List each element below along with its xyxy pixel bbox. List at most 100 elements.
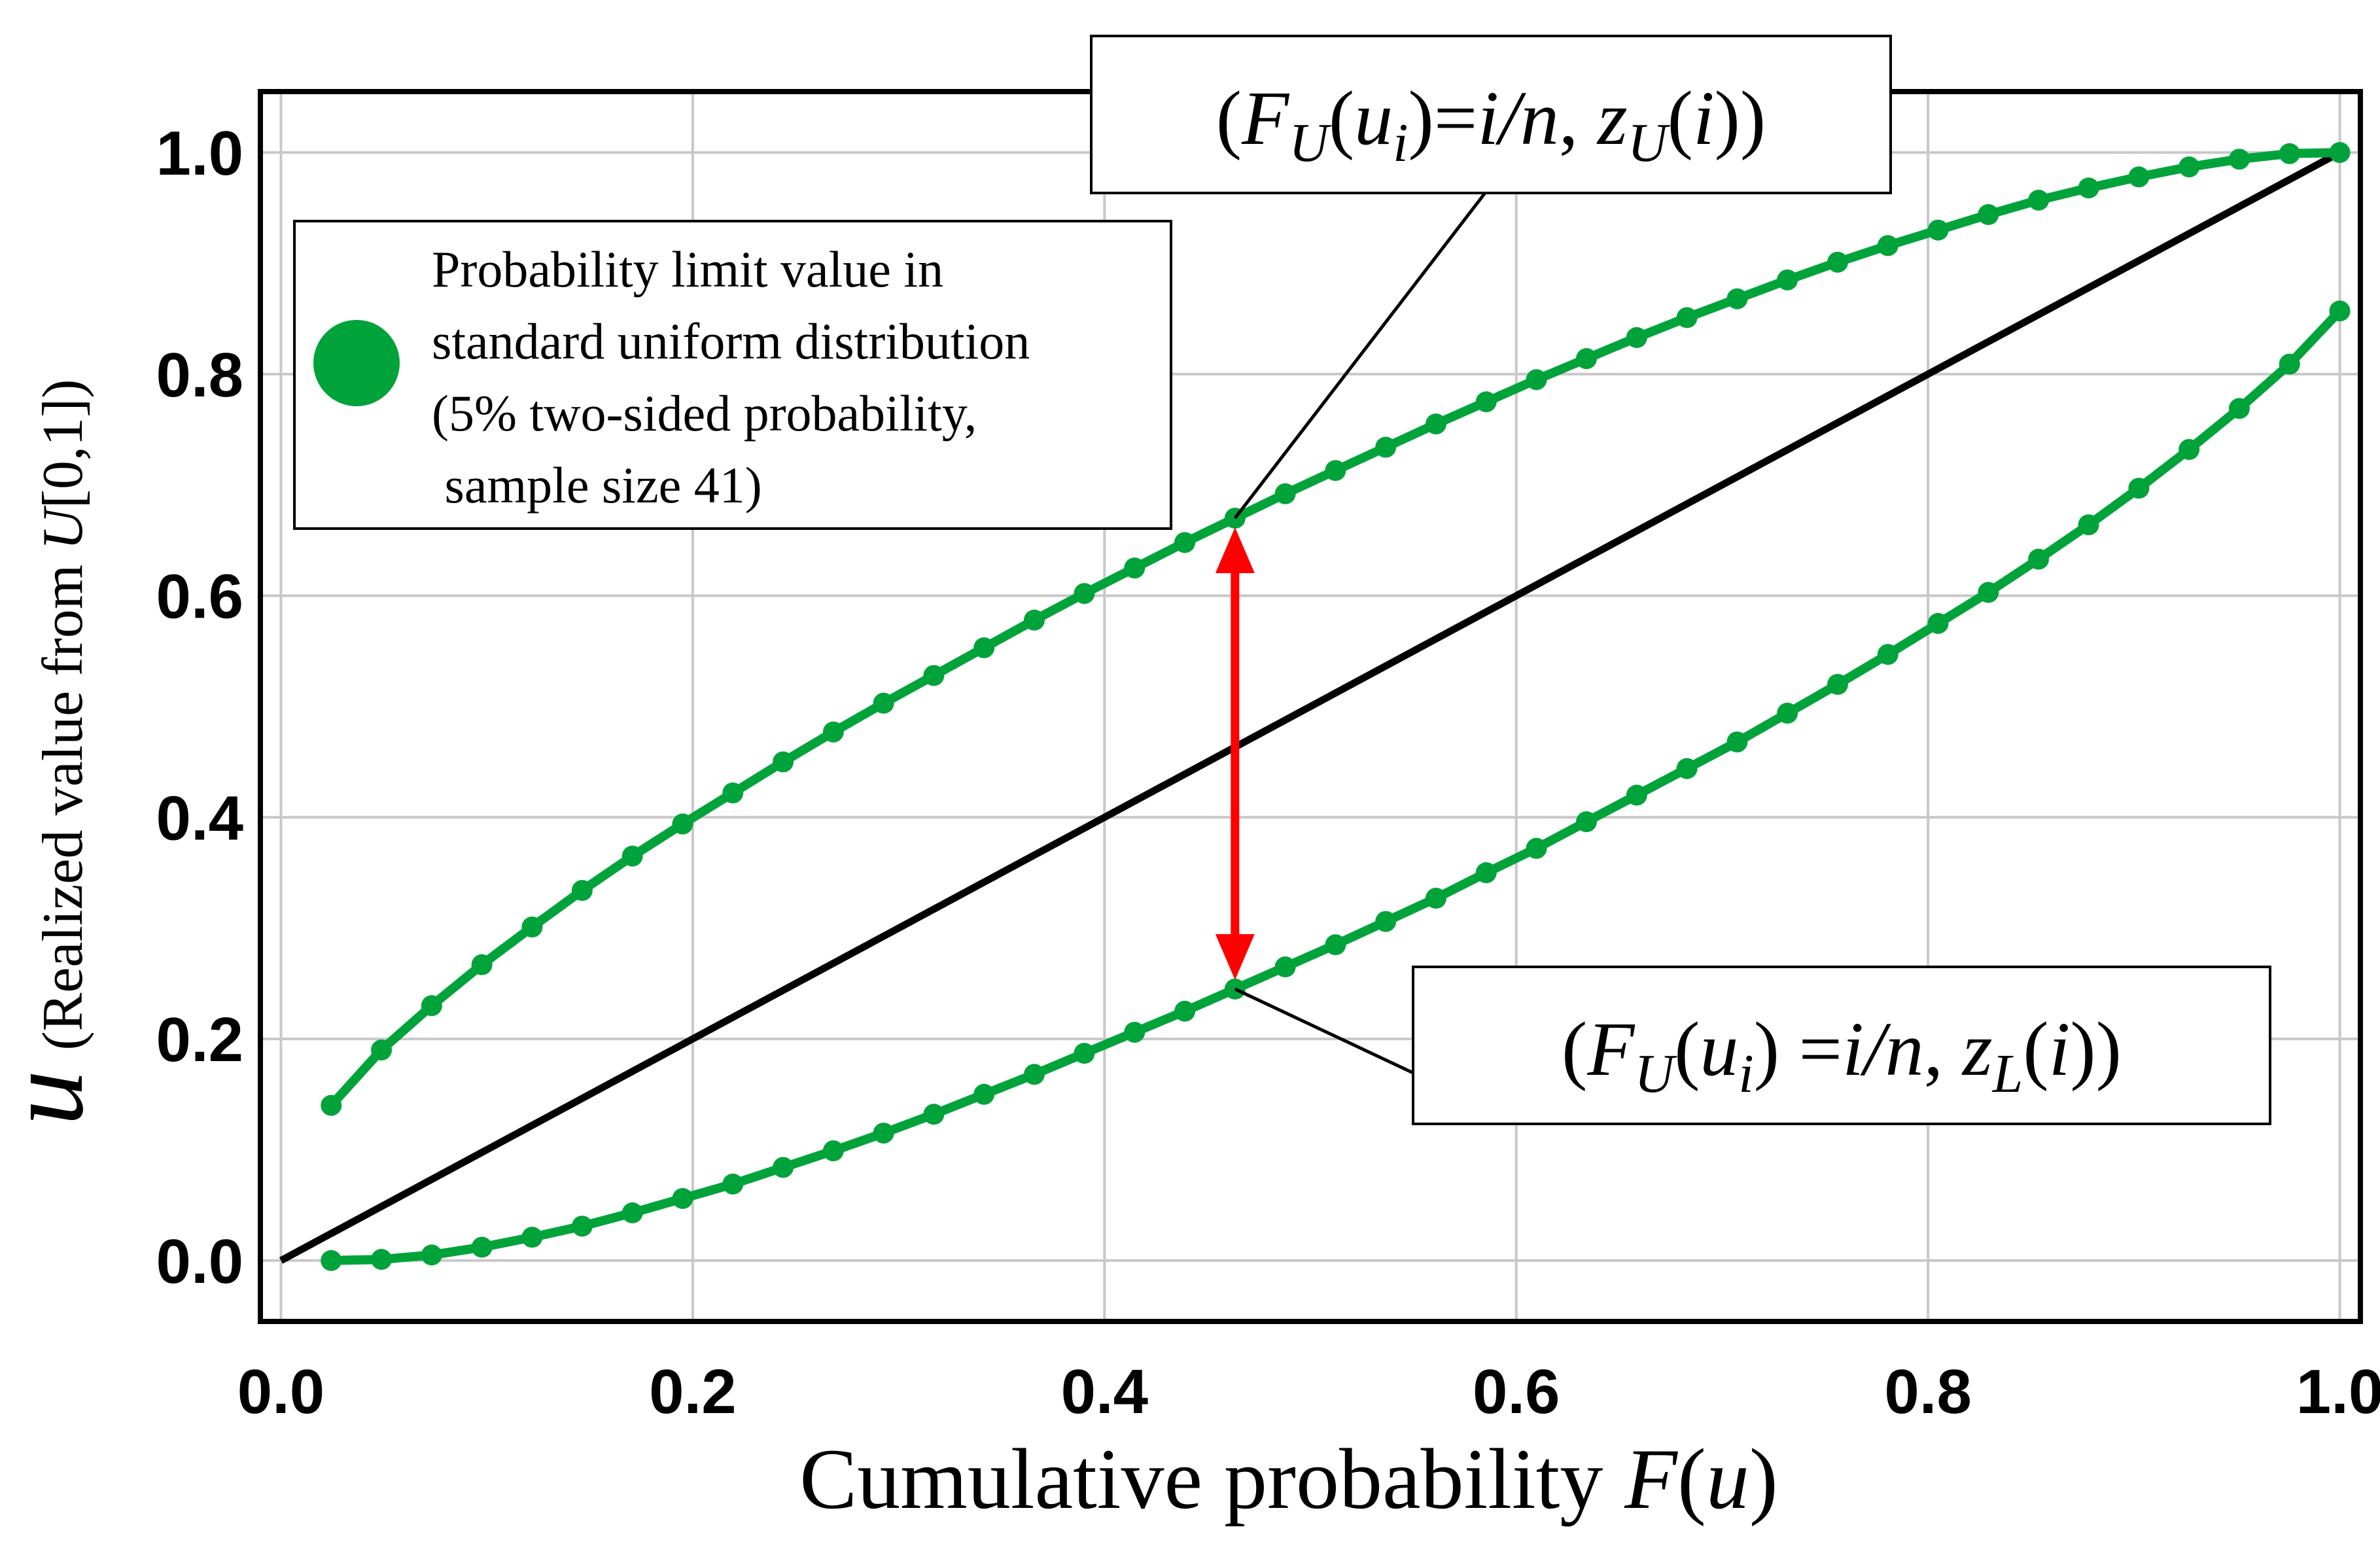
legend-marker [313,320,400,406]
x-axis-label: Cumulative probability F(u) [799,1431,1778,1527]
lower-limit-point [1978,582,1999,603]
upper-limit-point [1274,483,1296,504]
lower-limit-point [1325,934,1346,956]
upper-limit-point [421,995,442,1017]
lower-limit-point [1576,811,1598,833]
upper-limit-point [1877,235,1899,256]
upper-limit-point [2279,143,2300,164]
upper-limit-point [1124,557,1146,579]
lower-limit-point [2179,439,2200,461]
upper-limit-point [1827,251,1848,273]
lower-limit-point [822,1140,844,1162]
annotations: (FU(ui)=i/n, zU(i)) (FU(ui) =i/n, zL(i)) [1090,35,2271,1125]
series-layer [321,142,2351,1271]
upper-limit-point [1777,269,1798,290]
lower-limit-point [1626,784,1647,806]
y-tick-label: 0.2 [156,1005,243,1075]
lower-limit-point [1777,703,1798,724]
lower-limit-point [672,1188,693,1209]
legend-box [293,220,1172,530]
y-tick-labels: 0.0 0.2 0.4 0.6 0.8 1.0 [156,118,243,1297]
lower-limit-point [1927,612,1949,634]
x-tick-labels: 0.0 0.2 0.4 0.6 0.8 1.0 [237,1357,2380,1427]
lower-limit-point [1074,1043,1095,1064]
legend-line-4: sample size 41) [432,457,762,514]
lower-limit-point [1174,1000,1196,1022]
upper-limit-point [1074,583,1095,604]
lower-limit-point [1877,644,1899,665]
upper-limit-point [773,751,794,773]
interval-arrow-head-up [1215,527,1255,574]
y-tick-label: 1.0 [156,118,243,188]
y-tick-label: 0.0 [156,1227,243,1297]
lower-limit-point [2028,548,2050,570]
upper-limit-point [2078,177,2099,199]
lower-limit-point [873,1123,894,1144]
interval-arrow-head-down [1215,934,1255,980]
x-tick-label: 0.0 [237,1357,324,1427]
lower-limit-point [2078,514,2099,536]
lower-limit-point [1827,674,1848,695]
upper-limit-point [1626,327,1647,348]
legend-line-3: (5% two-sided probability, [432,385,977,442]
lower-limit-point [973,1083,995,1105]
lower-limit-point [1726,731,1748,753]
upper-limit-point [1676,307,1698,328]
upper-limit-point [521,917,543,938]
lower-limit-point [773,1157,794,1178]
x-tick-label: 0.4 [1061,1357,1148,1427]
x-tick-label: 0.2 [649,1357,736,1427]
lower-limit-point [2228,398,2250,419]
diagonal-layer [279,149,2342,1264]
lower-limit-point [1375,911,1397,932]
upper-limit-point [1526,369,1547,391]
y-axis-label: u(Realized value from U[0,1]) [0,379,106,1125]
lower-limit-point [2279,353,2300,375]
lower-limit-point [571,1215,593,1237]
upper-annotation-leader [1233,192,1486,519]
upper-limit-point [2228,149,2250,170]
upper-limit-point [1023,609,1045,631]
arrow-layer [1215,527,1255,980]
lower-limit-point [1526,837,1547,859]
lower-limit-point [1425,888,1446,909]
upper-limit-point [2179,156,2200,178]
lower-limit-point [421,1244,442,1266]
lower-limit-point [2128,478,2150,499]
upper-annotation-text: (FU(ui)=i/n, zU(i)) [1216,75,1766,173]
upper-limit-point [1475,391,1497,413]
lower-annotation-box [1412,966,2271,1125]
lower-annotation-leader [1234,987,1414,1075]
lower-limit-point [1475,862,1497,884]
lower-limit-point [471,1236,493,1258]
legend-line-1: Probability limit value in [432,241,943,298]
legend: Probability limit value in standard unif… [293,220,1172,530]
upper-limit-point [2128,166,2150,188]
upper-limit-point [1726,288,1748,309]
x-tick-label: 0.6 [1473,1357,1560,1427]
upper-limit-point [1425,413,1446,435]
lower-limit-point [371,1249,393,1270]
upper-limit-point [471,954,493,975]
diagonal-line [279,149,2342,1264]
upper-limit-point [1978,204,1999,225]
upper-annotation-box [1090,35,1892,194]
upper-limit-point [973,637,995,659]
lower-limit-point [1124,1021,1146,1043]
upper-limit-point [722,782,744,804]
lower-limit-point [321,1249,342,1271]
x-tick-label: 1.0 [2296,1357,2380,1427]
lower-limit-point [521,1227,543,1248]
y-tick-label: 0.6 [156,562,243,632]
lower-limit-point [1274,956,1296,978]
y-tick-label: 0.8 [156,340,243,410]
y-tick-label: 0.4 [156,783,243,853]
x-tick-label: 0.8 [1884,1357,1971,1427]
svg-text:u(Realized value from U[0,1]): u(Realized value from U[0,1]) [0,379,106,1125]
lower-limit-point [923,1104,945,1125]
upper-limit-point [2028,189,2050,211]
upper-limit-point [923,665,945,686]
upper-limit-point [1325,460,1346,481]
upper-limit-point [371,1040,393,1061]
upper-limit-point [1375,436,1397,458]
